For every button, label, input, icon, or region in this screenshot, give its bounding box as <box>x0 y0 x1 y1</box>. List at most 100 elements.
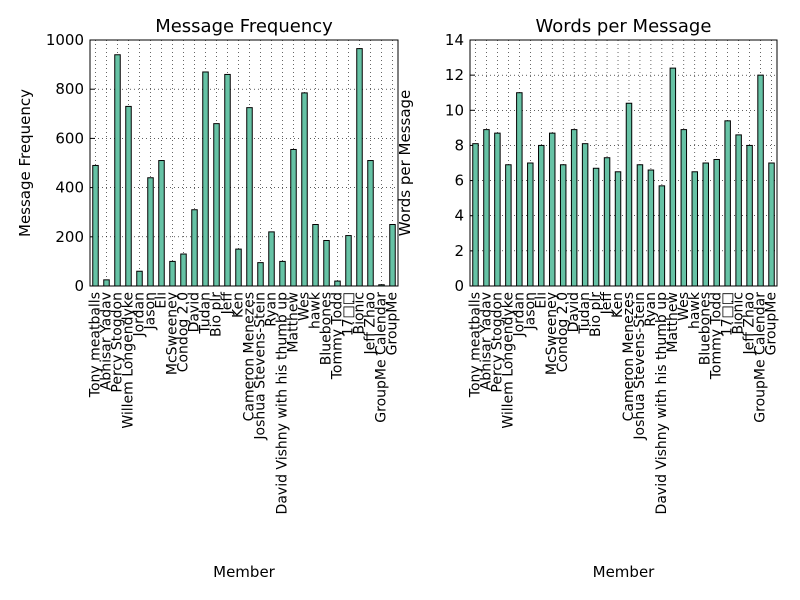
bar <box>768 162 775 287</box>
x-tick-label: Jason <box>143 292 159 330</box>
x-axis-label: Member <box>213 563 276 581</box>
x-tick-label: Willem Longendyke <box>121 292 137 429</box>
x-tick-label: hawk <box>687 291 703 329</box>
y-axis-label: Words per Message <box>396 90 414 237</box>
x-tick-label: Abhisar Yadav <box>99 292 115 390</box>
x-tick-label: Percy Stogdon <box>110 292 126 393</box>
y-tick-label: 12 <box>445 66 464 84</box>
x-tick-label: Eli <box>154 292 170 309</box>
bar <box>125 105 132 287</box>
bar <box>257 262 264 287</box>
y-tick-label: 0 <box>74 277 84 295</box>
bar <box>581 143 589 287</box>
bar <box>312 224 319 287</box>
y-tick-label: 14 <box>445 31 464 49</box>
x-tick-label: Jordan <box>132 292 148 338</box>
x-tick-label: Tony meatballs <box>467 292 483 398</box>
x-tick-label: Bluebones <box>319 292 335 365</box>
x-tick-label: Jeff <box>220 292 236 316</box>
x-tick-label: 17□□ <box>341 292 357 336</box>
x-tick-label: Wes <box>297 292 313 321</box>
bar <box>191 209 198 287</box>
x-tick-label: Ken <box>231 292 247 318</box>
x-axis-label: Member <box>593 563 656 581</box>
x-tick-label: GroupMe Calendar <box>374 292 390 423</box>
x-tick-label: Ryan <box>264 292 280 327</box>
bar <box>345 235 352 287</box>
bar <box>213 123 220 287</box>
x-tick-label: Bionic <box>731 292 747 335</box>
bar <box>103 279 110 287</box>
bar <box>603 157 611 287</box>
bar <box>713 158 720 287</box>
bar <box>334 280 341 287</box>
x-tick-label: Cameron Menezes <box>621 292 637 421</box>
bar <box>169 260 176 287</box>
y-tick-label: 400 <box>55 179 84 197</box>
chart-title: Words per Message <box>536 16 712 37</box>
bar <box>290 148 297 287</box>
x-tick-label: 17□□ <box>720 292 736 336</box>
bar <box>505 164 512 287</box>
bar <box>592 167 600 287</box>
bar <box>614 171 622 287</box>
bar <box>625 102 633 287</box>
x-tick-label: Tudan <box>198 292 214 335</box>
bar <box>136 270 143 287</box>
bar <box>570 129 578 287</box>
y-tick-label: 6 <box>454 172 464 190</box>
x-tick-label: Tudan <box>577 292 593 335</box>
x-tick-label: McSweeney <box>544 292 560 375</box>
bar <box>757 74 764 287</box>
bar <box>735 134 742 287</box>
x-tick-label: Joshua Stevens-Stein <box>253 292 269 441</box>
x-tick-label: David <box>187 292 203 332</box>
x-tick-label: hawk <box>308 291 324 329</box>
bar <box>691 171 699 287</box>
x-tick-label: Wes <box>676 292 692 321</box>
y-tick-label: 0 <box>454 277 464 295</box>
bar <box>647 169 655 287</box>
bar <box>158 160 165 287</box>
y-tick-label: 200 <box>55 228 84 246</box>
bar <box>527 162 534 287</box>
bar <box>92 164 99 287</box>
y-tick-label: 1000 <box>46 31 84 49</box>
y-tick-label: 600 <box>55 129 84 147</box>
x-tick-label: Bluebones <box>698 292 714 365</box>
bar <box>472 143 479 287</box>
x-tick-label: Abhisar Yadav <box>478 292 494 390</box>
bar <box>367 160 374 287</box>
x-tick-label: David Vishny with his thumb up <box>275 292 291 515</box>
axes-frame <box>469 39 778 287</box>
x-tick-label: Jason <box>522 292 538 330</box>
bar <box>301 92 308 287</box>
bar <box>702 162 709 287</box>
x-tick-label: Matthew <box>286 292 302 353</box>
x-tick-label: GroupMe <box>385 292 401 355</box>
y-tick-label: 8 <box>454 136 464 154</box>
x-tick-label: Joshua Stevens-Stein <box>632 292 648 441</box>
bar <box>147 177 154 287</box>
x-tick-label: Willem Longendyke <box>500 292 516 429</box>
bar <box>658 185 666 287</box>
bar <box>724 120 731 287</box>
x-tick-label: Jeff Zhao <box>363 292 379 355</box>
bar <box>114 54 121 287</box>
bar <box>483 129 490 287</box>
bar <box>279 260 286 287</box>
x-tick-label: Tommy Todd <box>330 292 346 380</box>
x-tick-label: Tony meatballs <box>88 292 104 398</box>
bar <box>323 239 330 287</box>
x-tick-label: Cameron Menezes <box>242 292 258 421</box>
x-tick-label: Percy Stogdon <box>489 292 505 393</box>
bar <box>559 164 567 287</box>
x-tick-label: GroupMe <box>764 292 780 355</box>
y-tick-label: 10 <box>445 101 464 119</box>
bar <box>202 71 209 287</box>
x-tick-label: Condog 2.0 <box>555 292 571 372</box>
bar <box>548 132 556 287</box>
x-tick-label: Ryan <box>643 292 659 327</box>
bar <box>516 92 523 287</box>
